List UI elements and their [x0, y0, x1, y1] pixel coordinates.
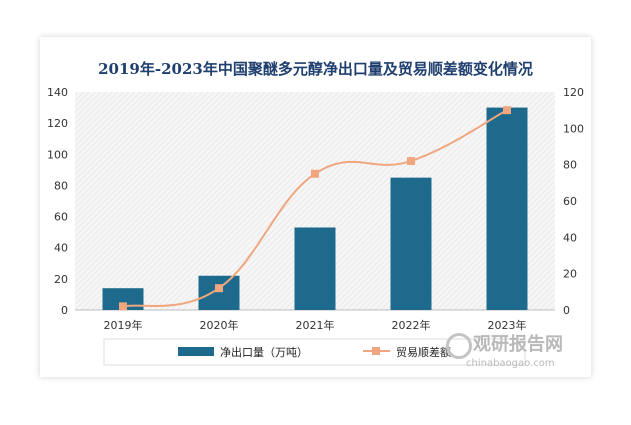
y-left-tick-label: 20 [54, 273, 68, 286]
y-left-tick-label: 120 [47, 117, 68, 130]
watermark-logo [446, 333, 472, 359]
chart-title: 2019年-2023年中国聚醚多元醇净出口量及贸易顺差额变化情况 [98, 60, 533, 78]
line-point [215, 284, 223, 293]
bar [294, 227, 336, 310]
watermark-url: chinabaogao.com [466, 358, 555, 369]
line-point [503, 106, 511, 115]
y-right-tick-label: 100 [563, 122, 584, 135]
y-right-tick-label: 0 [563, 304, 570, 317]
x-tick-label: 2022年 [392, 318, 431, 332]
line-point [119, 302, 127, 311]
legend-swatch-bar [178, 347, 214, 356]
x-tick-label: 2019年 [104, 318, 143, 332]
x-tick-label: 2023年 [488, 318, 527, 332]
bar [390, 177, 432, 310]
x-tick-label: 2021年 [296, 318, 335, 332]
bar [102, 288, 144, 310]
y-right-tick-label: 80 [563, 159, 577, 172]
line-point [407, 157, 415, 166]
y-right-tick-label: 120 [563, 86, 584, 99]
legend-swatch-marker [372, 347, 380, 355]
x-tick-label: 2020年 [200, 318, 239, 332]
y-left-tick-label: 0 [61, 304, 68, 317]
y-left-tick-label: 100 [47, 148, 68, 161]
watermark-text: 观研报告网 [473, 334, 563, 355]
bar [198, 275, 240, 310]
y-right-tick-label: 20 [563, 268, 577, 281]
legend-label-bar: 净出口量（万吨） [220, 345, 308, 359]
y-left-tick-label: 140 [47, 86, 68, 99]
line-point [311, 169, 319, 178]
y-left-tick-label: 80 [54, 179, 68, 192]
y-left-tick-label: 60 [54, 211, 68, 224]
y-right-tick-label: 60 [563, 195, 577, 208]
y-left-tick-label: 40 [54, 242, 68, 255]
y-right-tick-label: 40 [563, 231, 577, 244]
bar [486, 107, 528, 310]
legend-label-line: 贸易顺差额 [396, 345, 451, 359]
